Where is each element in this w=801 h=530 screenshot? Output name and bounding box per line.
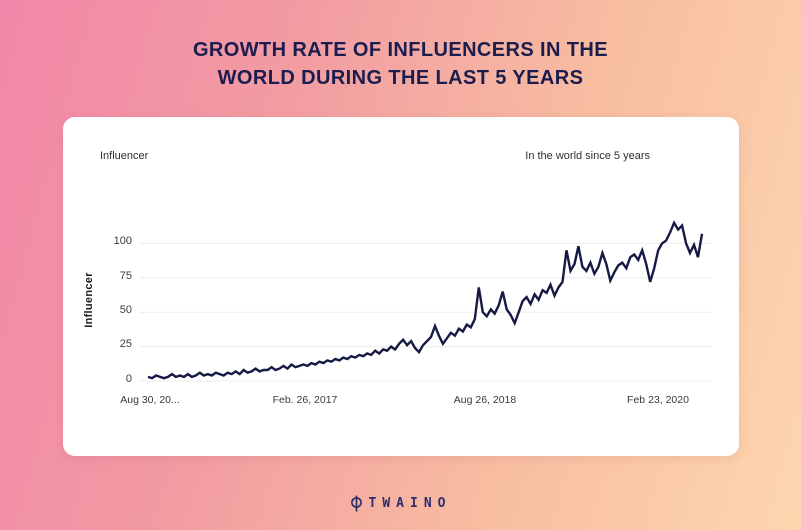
x-tick-label-2: Feb. 26, 2017 — [272, 394, 338, 406]
y-tick-label-100: 100 — [113, 235, 132, 247]
y-tick-label-75: 75 — [119, 270, 132, 282]
chart-card: Influencer In the world since 5 years In… — [63, 117, 739, 456]
y-tick-label-50: 50 — [119, 304, 132, 316]
y-tick-label-0: 0 — [125, 373, 132, 385]
x-tick-label-4: Feb 23, 2020 — [627, 394, 689, 406]
chart-context-label: In the world since 5 years — [525, 150, 650, 162]
brand-logo: TWAINO — [0, 495, 801, 512]
chart-series-label: Influencer — [100, 150, 149, 162]
y-tick-label-25: 25 — [119, 338, 132, 350]
x-tick-label-1: Aug 30, 20... — [120, 394, 180, 406]
data-series-line — [147, 220, 704, 380]
magnifier-icon — [350, 495, 362, 512]
x-tick-label-3: Aug 26, 2018 — [453, 394, 517, 406]
page-title-line-1: GROWTH RATE OF INFLUENCERS IN THE — [192, 39, 609, 61]
line-chart — [140, 220, 712, 382]
page-title: GROWTH RATE OF INFLUENCERS IN THE WORLD … — [0, 36, 801, 92]
page-title-line-2: WORLD DURING THE LAST 5 YEARS — [217, 67, 584, 89]
brand-name: TWAINO — [368, 496, 452, 511]
